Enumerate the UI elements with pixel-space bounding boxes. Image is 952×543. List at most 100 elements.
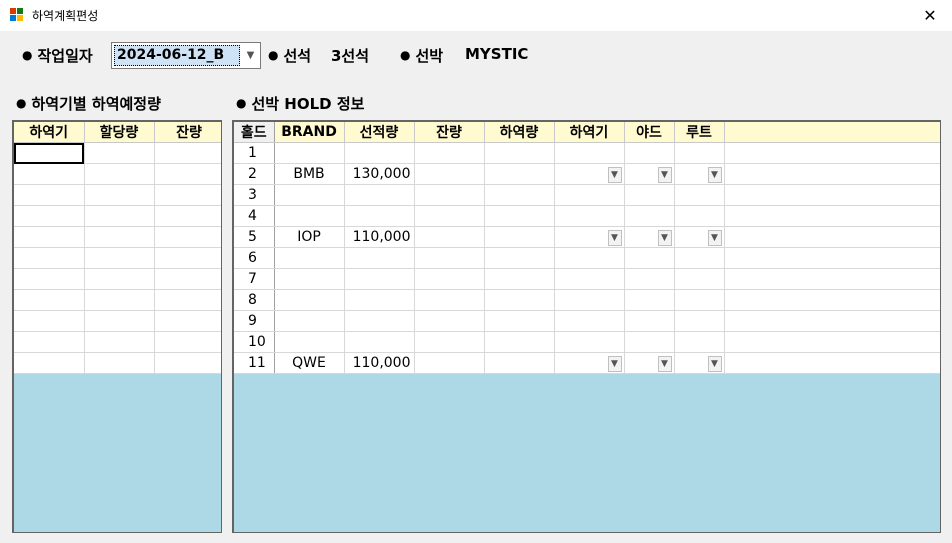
col-header-allocated[interactable]: 할당량 xyxy=(84,122,155,143)
close-button[interactable]: ✕ xyxy=(908,0,952,31)
grid-cell[interactable] xyxy=(84,268,155,290)
left-grid[interactable]: 하역기 할당량 잔량 xyxy=(12,120,222,533)
yard-cell[interactable] xyxy=(624,331,675,353)
table-row[interactable]: 4 xyxy=(234,205,940,227)
route-cell[interactable] xyxy=(674,247,725,269)
remaining-cell[interactable] xyxy=(414,331,485,353)
grid-cell[interactable] xyxy=(154,247,221,269)
remaining-cell[interactable] xyxy=(414,226,485,248)
hold-cell[interactable]: 7 xyxy=(234,268,275,290)
col-header-yard[interactable]: 야드 xyxy=(624,122,675,143)
brand-cell[interactable]: IOP xyxy=(274,226,345,248)
crane-cell[interactable] xyxy=(554,184,625,206)
grid-cell[interactable] xyxy=(154,310,221,332)
table-row[interactable]: 5 IOP 110,000 ▼ ▼ ▼ xyxy=(234,226,940,248)
load-cell[interactable] xyxy=(344,310,415,332)
grid-cell[interactable] xyxy=(14,163,85,185)
col-header-remaining[interactable]: 잔량 xyxy=(154,122,221,143)
unload-qty-cell[interactable] xyxy=(484,289,555,311)
remaining-cell[interactable] xyxy=(414,352,485,374)
grid-cell[interactable] xyxy=(14,142,85,164)
table-row[interactable] xyxy=(14,142,221,164)
route-cell[interactable] xyxy=(674,268,725,290)
brand-cell[interactable] xyxy=(274,142,345,164)
route-cell[interactable] xyxy=(674,184,725,206)
crane-cell[interactable]: ▼ xyxy=(554,163,625,185)
route-cell[interactable] xyxy=(674,205,725,227)
hold-cell[interactable]: 6 xyxy=(234,247,275,269)
hold-cell[interactable]: 3 xyxy=(234,184,275,206)
col-header-load[interactable]: 선적량 xyxy=(344,122,415,143)
grid-cell[interactable] xyxy=(84,205,155,227)
grid-cell[interactable] xyxy=(84,310,155,332)
hold-cell[interactable]: 5 xyxy=(234,226,275,248)
grid-cell[interactable] xyxy=(154,289,221,311)
table-row[interactable]: 1 xyxy=(234,142,940,164)
unload-qty-cell[interactable] xyxy=(484,268,555,290)
yard-cell[interactable]: ▼ xyxy=(624,163,675,185)
grid-cell[interactable] xyxy=(14,247,85,269)
table-row[interactable]: 2 BMB 130,000 ▼ ▼ ▼ xyxy=(234,163,940,185)
brand-cell[interactable] xyxy=(274,268,345,290)
crane-cell[interactable]: ▼ xyxy=(554,352,625,374)
col-header-remaining[interactable]: 잔량 xyxy=(414,122,485,143)
hold-cell[interactable]: 9 xyxy=(234,310,275,332)
grid-cell[interactable] xyxy=(84,289,155,311)
crane-cell[interactable] xyxy=(554,268,625,290)
grid-cell[interactable] xyxy=(154,184,221,206)
grid-cell[interactable] xyxy=(14,289,85,311)
load-cell[interactable] xyxy=(344,205,415,227)
chevron-down-icon[interactable]: ▼ xyxy=(657,356,672,372)
table-row[interactable]: 7 xyxy=(234,268,940,290)
table-row[interactable] xyxy=(14,184,221,206)
brand-cell[interactable] xyxy=(274,289,345,311)
brand-cell[interactable] xyxy=(274,310,345,332)
table-row[interactable] xyxy=(14,331,221,353)
route-cell[interactable] xyxy=(674,310,725,332)
remaining-cell[interactable] xyxy=(414,205,485,227)
table-row[interactable]: 10 xyxy=(234,331,940,353)
brand-cell[interactable] xyxy=(274,184,345,206)
load-cell[interactable]: 110,000 xyxy=(344,352,415,374)
col-header-route[interactable]: 루트 xyxy=(674,122,725,143)
grid-cell[interactable] xyxy=(14,184,85,206)
right-grid[interactable]: 홀드 BRAND 선적량 잔량 하역량 하역기 야드 루트 1 2 BMB 130,0… xyxy=(232,120,941,533)
yard-cell[interactable] xyxy=(624,289,675,311)
load-cell[interactable] xyxy=(344,268,415,290)
unload-qty-cell[interactable] xyxy=(484,184,555,206)
route-cell[interactable] xyxy=(674,142,725,164)
chevron-down-icon[interactable]: ▼ xyxy=(707,356,722,372)
table-row[interactable] xyxy=(14,352,221,374)
grid-cell[interactable] xyxy=(84,142,155,164)
grid-cell[interactable] xyxy=(154,331,221,353)
chevron-down-icon[interactable]: ▼ xyxy=(657,167,672,183)
grid-cell[interactable] xyxy=(14,310,85,332)
remaining-cell[interactable] xyxy=(414,142,485,164)
route-cell[interactable]: ▼ xyxy=(674,163,725,185)
hold-cell[interactable]: 4 xyxy=(234,205,275,227)
grid-cell[interactable] xyxy=(84,226,155,248)
table-row[interactable]: 9 xyxy=(234,310,940,332)
table-row[interactable] xyxy=(14,163,221,185)
unload-qty-cell[interactable] xyxy=(484,226,555,248)
remaining-cell[interactable] xyxy=(414,163,485,185)
table-row[interactable] xyxy=(14,205,221,227)
remaining-cell[interactable] xyxy=(414,184,485,206)
remaining-cell[interactable] xyxy=(414,247,485,269)
hold-cell[interactable]: 1 xyxy=(234,142,275,164)
hold-cell[interactable]: 8 xyxy=(234,289,275,311)
yard-cell[interactable] xyxy=(624,310,675,332)
route-cell[interactable]: ▼ xyxy=(674,226,725,248)
brand-cell[interactable] xyxy=(274,331,345,353)
col-header-crane[interactable]: 하역기 xyxy=(554,122,625,143)
load-cell[interactable] xyxy=(344,142,415,164)
unload-qty-cell[interactable] xyxy=(484,205,555,227)
yard-cell[interactable] xyxy=(624,247,675,269)
grid-cell[interactable] xyxy=(84,331,155,353)
route-cell[interactable] xyxy=(674,289,725,311)
crane-cell[interactable] xyxy=(554,247,625,269)
col-header-brand[interactable]: BRAND xyxy=(274,122,345,143)
work-date-combobox[interactable]: 2024-06-12_B ▼ xyxy=(111,42,261,69)
brand-cell[interactable]: BMB xyxy=(274,163,345,185)
crane-cell[interactable] xyxy=(554,142,625,164)
